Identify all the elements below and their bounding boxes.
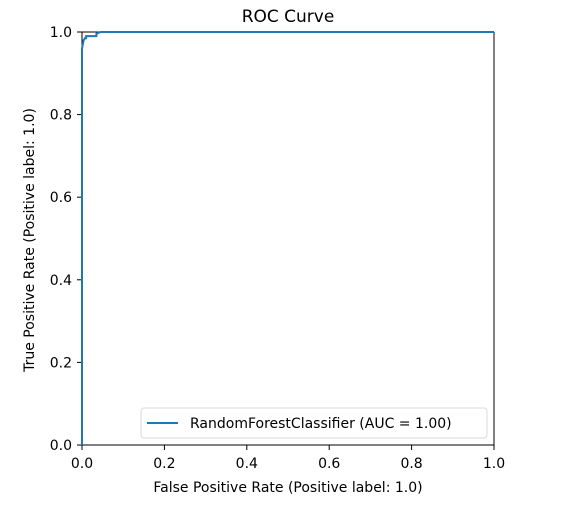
x-tick-label: 1.0 bbox=[483, 456, 505, 472]
y-axis-label: True Positive Rate (Positive label: 1.0) bbox=[22, 108, 38, 373]
x-axis-label: False Positive Rate (Positive label: 1.0… bbox=[153, 480, 422, 496]
plot-area: 0.0 0.2 0.4 0.6 0.8 1.0 0.0 0.2 0.4 0.6 0.8 1.0 bbox=[50, 25, 505, 472]
x-tick-label: 0.0 bbox=[71, 456, 93, 472]
x-tick-label: 0.6 bbox=[318, 456, 340, 472]
chart-title: ROC Curve bbox=[242, 7, 335, 27]
legend: RandomForestClassifier (AUC = 1.00) bbox=[140, 407, 488, 439]
y-tick-label: 1.0 bbox=[50, 25, 72, 41]
y-tick-label: 0.2 bbox=[50, 355, 72, 371]
y-tick-label: 0.4 bbox=[50, 273, 72, 289]
y-tick-label: 0.8 bbox=[50, 108, 72, 124]
legend-box bbox=[140, 407, 488, 439]
x-tick-label: 0.8 bbox=[400, 456, 422, 472]
series-layer bbox=[81, 31, 494, 445]
x-tick-label: 0.2 bbox=[153, 456, 175, 472]
x-axis-ticks: 0.0 0.2 0.4 0.6 0.8 1.0 bbox=[71, 445, 505, 472]
x-tick-label: 0.4 bbox=[236, 456, 258, 472]
y-tick-label: 0.6 bbox=[50, 190, 72, 206]
y-axis-ticks: 0.0 0.2 0.4 0.6 0.8 1.0 bbox=[50, 25, 82, 454]
legend-label: RandomForestClassifier (AUC = 1.00) bbox=[190, 416, 452, 432]
roc-series-line bbox=[81, 31, 494, 445]
y-tick-label: 0.0 bbox=[50, 438, 72, 454]
